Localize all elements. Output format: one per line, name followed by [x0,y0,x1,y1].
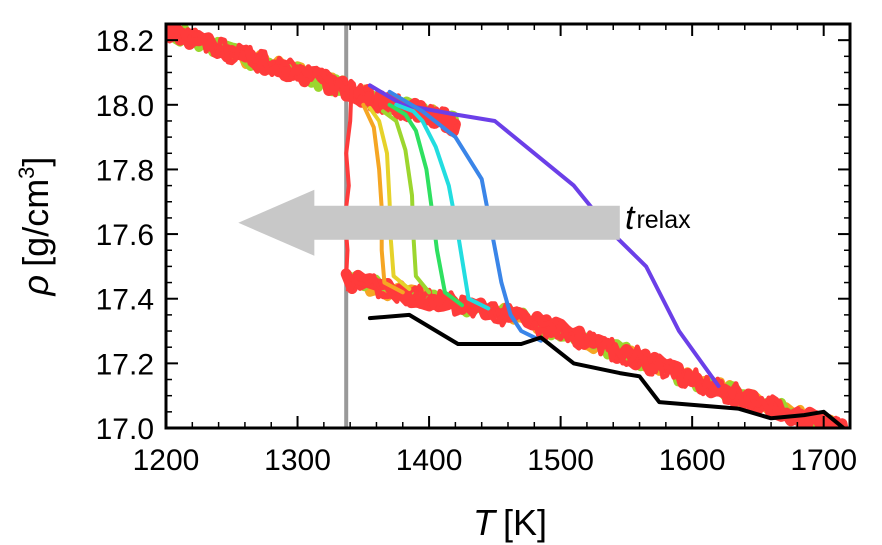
x-tick-label: 1300 [264,444,331,477]
y-axis-unit-prefix: [g/cm [15,179,56,267]
x-tick-label: 1400 [396,444,463,477]
y-tick-label: 18.0 [96,90,154,123]
x-axis-unit: [K] [503,502,547,543]
y-tick-label: 17.8 [96,154,154,187]
x-tick-label: 1200 [133,444,200,477]
x-axis-title: T [K] [473,502,547,543]
x-tick-label: 1700 [790,444,857,477]
y-axis-unit-suffix: ] [15,157,56,167]
series-line-4 [381,109,432,295]
relaxation-arrow-shaft [310,205,620,240]
relaxation-time-subscript: relax [636,206,691,234]
liquid-branch-band-texture [343,275,840,428]
relaxation-time-label: trelax [625,199,691,237]
series-line-5 [367,106,412,291]
crystal-branch-band-texture [166,24,458,133]
x-tick-label: 1600 [659,444,726,477]
series-line-3 [387,102,464,308]
y-tick-label: 18.2 [96,25,154,58]
y-tick-label: 17.4 [96,284,154,317]
relaxation-arrow-head [238,189,315,256]
y-axis-unit-sup: 3 [14,167,39,179]
y-axis-symbol: ρ [15,275,56,297]
relaxation-time-symbol: t [625,199,636,237]
x-tick-label: 1500 [527,444,594,477]
y-tick-label: 17.0 [96,413,154,446]
y-tick-label: 17.6 [96,219,154,252]
y-tick-labels: 17.0 17.2 17.4 17.6 17.8 18.0 18.2 [96,25,154,446]
plot-frame [164,22,852,430]
series-line-8 [367,312,847,428]
y-tick-label: 17.2 [96,348,154,381]
series-line-2 [394,102,491,311]
x-tick-labels: 1200 1300 1400 1500 1600 1700 [133,444,857,477]
y-axis-title: ρ [g/cm3] [14,157,56,297]
x-axis-symbol: T [473,502,498,543]
series-line-0 [367,83,721,388]
